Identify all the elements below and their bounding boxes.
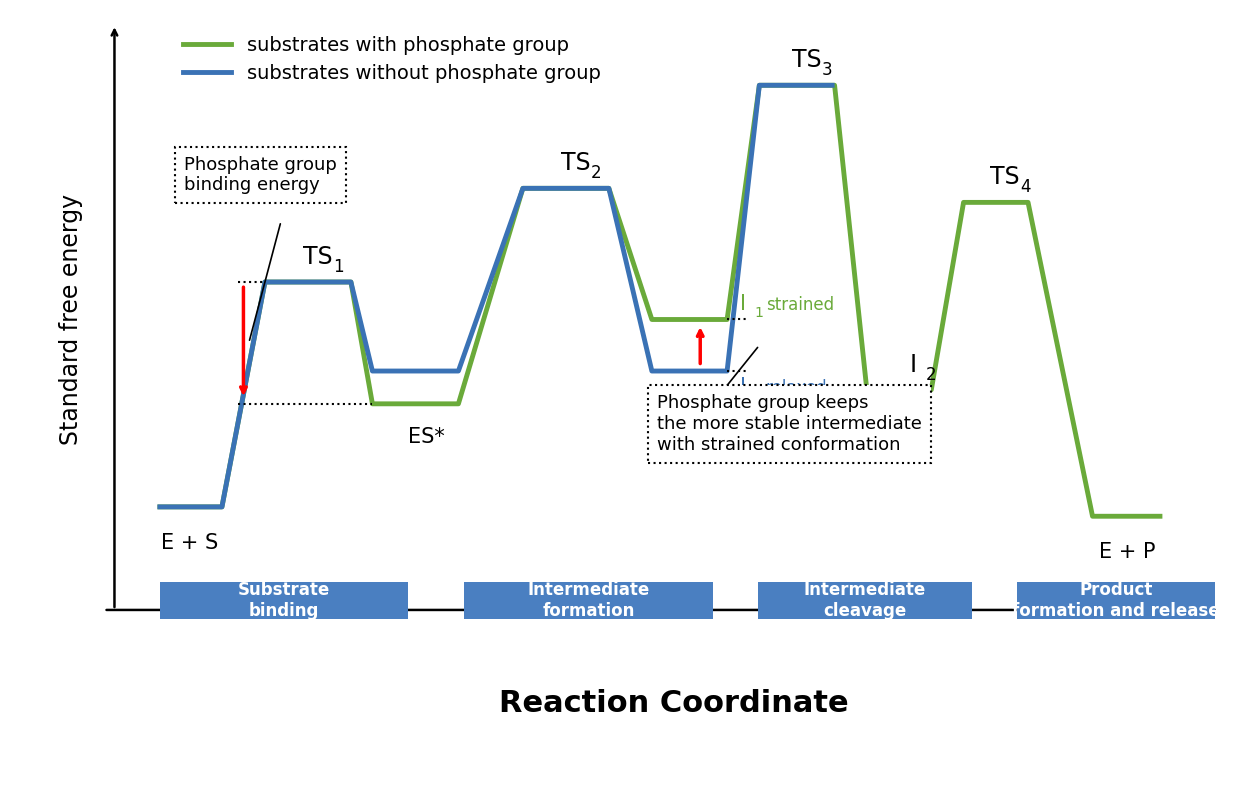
Text: Substrate
binding: Substrate binding (238, 582, 330, 620)
Bar (464, 582, 712, 619)
Text: TS: TS (303, 245, 332, 269)
Text: E + P: E + P (1099, 542, 1156, 562)
Legend: substrates with phosphate group, substrates without phosphate group: substrates with phosphate group, substra… (175, 28, 609, 91)
Text: Intermediate
formation: Intermediate formation (527, 582, 649, 620)
Bar (757, 582, 972, 619)
Text: 2: 2 (926, 366, 936, 384)
Text: Reaction Coordinate: Reaction Coordinate (498, 690, 848, 718)
Text: Standard free energy: Standard free energy (59, 194, 83, 445)
Text: 1: 1 (754, 390, 762, 403)
Text: E + S: E + S (161, 533, 219, 552)
Text: TS: TS (561, 151, 590, 175)
Text: 1: 1 (332, 258, 343, 276)
Text: relaxed: relaxed (766, 379, 828, 397)
Text: ES*: ES* (408, 427, 444, 448)
Text: Product
formation and release: Product formation and release (1013, 582, 1220, 620)
Text: 2: 2 (590, 164, 601, 182)
Text: strained: strained (766, 296, 834, 314)
Text: TS: TS (791, 48, 821, 72)
Text: Phosphate group
binding energy: Phosphate group binding energy (185, 155, 337, 195)
Text: I: I (740, 294, 746, 314)
Bar (1018, 582, 1215, 619)
Text: 4: 4 (1020, 178, 1032, 196)
Text: Intermediate
cleavage: Intermediate cleavage (804, 582, 926, 620)
Text: Phosphate group keeps
the more stable intermediate
with strained conformation: Phosphate group keeps the more stable in… (657, 395, 922, 454)
Text: I: I (740, 377, 746, 397)
Text: TS: TS (990, 165, 1020, 189)
Text: 1: 1 (754, 307, 762, 321)
Bar (160, 582, 408, 619)
Text: 3: 3 (821, 61, 833, 79)
Text: I: I (910, 353, 917, 377)
